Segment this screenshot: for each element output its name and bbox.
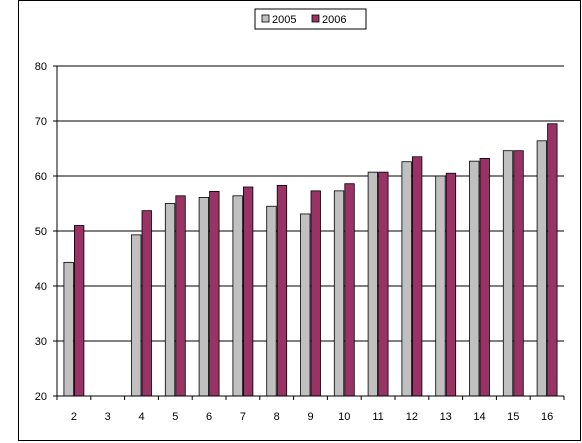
bar-2006-16 — [547, 123, 558, 397]
bar-2005-5 — [164, 203, 176, 397]
y-tick-labels: 20 30 40 50 60 70 80 — [35, 61, 47, 403]
bar-2005-8 — [266, 205, 277, 397]
bars — [63, 123, 558, 397]
y-tick-label: 30 — [35, 336, 47, 348]
legend-swatch-2006 — [311, 14, 320, 23]
bar-2006-12 — [411, 156, 423, 397]
legend-swatch-2005 — [261, 14, 270, 23]
bar-2006-2 — [74, 225, 85, 397]
x-tick-label: 3 — [105, 411, 111, 423]
bar-2005-13 — [435, 175, 446, 397]
bar-2006-9 — [310, 190, 321, 397]
y-tick-label: 20 — [35, 391, 47, 403]
legend-label-2005: 2005 — [272, 14, 296, 26]
bar-2006-13 — [445, 172, 457, 397]
x-tick-label: 14 — [473, 411, 485, 423]
bar-2006-7 — [242, 186, 254, 397]
x-tick-label: 5 — [172, 411, 178, 423]
y-tick-label: 80 — [35, 61, 47, 73]
bar-2005-10 — [333, 190, 345, 397]
bar-2006-10 — [344, 183, 355, 397]
x-tick-labels: 2 3 4 5 6 7 8 9 10 11 12 13 14 15 16 — [71, 411, 553, 423]
x-tick-label: 12 — [406, 411, 418, 423]
x-tick-label: 8 — [274, 411, 280, 423]
bar-2006-4 — [141, 210, 152, 397]
y-tick-label: 60 — [35, 171, 47, 183]
bar-2006-11 — [378, 171, 389, 397]
bar-2006-6 — [209, 190, 220, 397]
bar-2006-5 — [175, 195, 186, 397]
y-tick-label: 70 — [35, 116, 47, 128]
bar-2006-14 — [479, 157, 490, 397]
y-tick-label: 50 — [35, 226, 47, 238]
bar-2005-15 — [502, 150, 514, 397]
legend: 2005 2006 — [254, 8, 367, 30]
axes — [53, 65, 565, 400]
x-tick-label: 9 — [307, 411, 313, 423]
bar-2005-14 — [469, 160, 480, 397]
bar-2005-7 — [232, 195, 243, 397]
x-tick-label: 6 — [206, 411, 212, 423]
bar-2006-15 — [513, 150, 524, 397]
bar-2005-4 — [131, 234, 142, 397]
bar-2005-9 — [300, 213, 311, 397]
bar-2005-12 — [401, 161, 412, 397]
bar-2005-16 — [536, 140, 547, 397]
x-tick-label: 10 — [338, 411, 350, 423]
x-tick-label: 11 — [372, 411, 383, 423]
bar-2005-2 — [63, 261, 74, 397]
x-tick-label: 7 — [240, 411, 246, 423]
bar-2005-11 — [367, 171, 379, 397]
legend-label-2006: 2006 — [322, 14, 346, 26]
bar-2006-8 — [276, 184, 288, 397]
x-tick-label: 13 — [440, 411, 452, 423]
gridlines — [57, 65, 564, 342]
y-tick-label: 40 — [35, 281, 47, 293]
x-tick-label: 2 — [71, 411, 77, 423]
x-tick-label: 16 — [541, 411, 553, 423]
bar-2005-6 — [198, 197, 210, 397]
x-tick-label: 15 — [507, 411, 519, 423]
legend-box — [254, 8, 367, 30]
x-tick-label: 4 — [138, 411, 144, 423]
